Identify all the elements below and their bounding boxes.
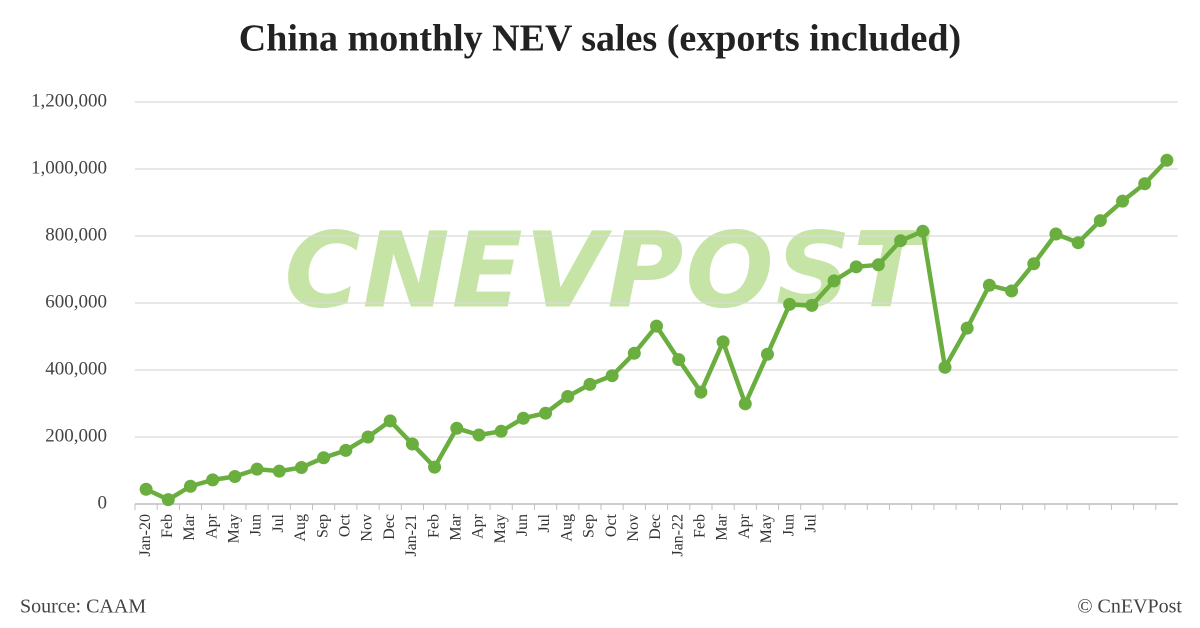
- data-point: [428, 460, 442, 474]
- x-tick-label: Oct: [603, 513, 620, 537]
- data-point: [960, 321, 974, 335]
- data-point: [1005, 284, 1019, 298]
- x-tick-label: Jun: [248, 514, 265, 536]
- x-tick-label: Mar: [181, 513, 198, 540]
- data-point: [139, 482, 153, 496]
- data-point: [627, 346, 641, 360]
- x-tick-label: Feb: [159, 514, 176, 538]
- data-point: [206, 473, 220, 487]
- x-tick-label: May: [492, 514, 509, 543]
- x-tick-label: Jul: [270, 513, 287, 532]
- data-point: [1093, 214, 1107, 228]
- x-tick-label: Dec: [381, 514, 398, 540]
- x-tick-label: Jul: [803, 513, 820, 532]
- data-point: [1027, 257, 1041, 271]
- data-point: [250, 462, 264, 476]
- data-point: [583, 377, 597, 391]
- data-point: [1138, 177, 1152, 191]
- x-tick-label: Jan-22: [669, 514, 686, 557]
- data-point: [361, 430, 375, 444]
- data-point: [916, 224, 930, 238]
- x-tick-label: Jan-20: [137, 514, 154, 557]
- credit: © CnEVPost: [1077, 596, 1182, 618]
- data-point: [605, 369, 619, 383]
- data-point: [672, 353, 686, 367]
- data-point: [827, 274, 841, 288]
- grid: 0 200,000 400,000 600,000 800,000 1,000,000 1,…: [31, 90, 1178, 557]
- x-tick-label: Nov: [625, 514, 642, 542]
- x-tick-label: May: [226, 514, 243, 543]
- chart-title: China monthly NEV sales (exports include…: [239, 18, 961, 60]
- x-tick-label: Jan-21: [403, 514, 420, 557]
- x-tick-label: Sep: [314, 514, 331, 538]
- data-point: [272, 464, 286, 478]
- data-point: [1116, 194, 1130, 208]
- y-tick-label: 800,000: [45, 224, 107, 245]
- data-point: [561, 389, 575, 403]
- x-tick-label: Mar: [714, 513, 731, 540]
- x-tick-label: Feb: [692, 514, 709, 538]
- data-point: [494, 424, 508, 438]
- data-point: [1049, 227, 1063, 241]
- source: Source: CAAM: [20, 596, 146, 618]
- x-tick-label: Apr: [203, 513, 220, 539]
- data-point: [871, 258, 885, 272]
- data-point: [405, 437, 419, 451]
- data-point: [760, 347, 774, 361]
- x-tick-label: Aug: [292, 514, 309, 542]
- x-tick-label: Oct: [336, 513, 353, 537]
- x-tick-label: May: [758, 514, 775, 543]
- y-tick-label: 400,000: [45, 358, 107, 379]
- y-tick-label: 200,000: [45, 425, 107, 446]
- x-tick-label: Nov: [359, 514, 376, 542]
- data-point: [317, 451, 331, 465]
- plot: [139, 153, 1174, 507]
- data-point: [849, 260, 863, 274]
- data-point: [539, 406, 553, 420]
- x-tick-label: Jul: [536, 513, 553, 532]
- data-point: [450, 421, 464, 435]
- data-point: [294, 460, 308, 474]
- data-point: [1071, 236, 1085, 250]
- y-tick-label: 1,000,000: [31, 157, 107, 178]
- data-point: [738, 397, 752, 411]
- data-point: [339, 443, 353, 457]
- data-point: [982, 278, 996, 292]
- data-point: [783, 297, 797, 311]
- x-tick-label: Apr: [736, 513, 753, 539]
- x-tick-label: Mar: [447, 513, 464, 540]
- watermark: CNEVPOST: [284, 209, 930, 331]
- x-tick-label: Jun: [514, 514, 531, 536]
- data-point: [472, 428, 486, 442]
- data-point: [716, 335, 730, 349]
- y-tick-label: 600,000: [45, 291, 107, 312]
- data-point: [694, 385, 708, 399]
- data-point: [650, 319, 663, 333]
- data-point: [383, 414, 397, 428]
- data-point: [516, 411, 530, 425]
- data-point: [183, 479, 197, 493]
- x-tick-label: Jun: [780, 514, 797, 536]
- x-tick-label: Aug: [558, 514, 575, 542]
- data-point: [894, 234, 908, 248]
- data-point: [161, 493, 175, 507]
- data-point: [1160, 153, 1174, 167]
- data-point: [228, 470, 242, 484]
- data-point: [805, 298, 819, 312]
- x-tick-label: Dec: [647, 514, 664, 540]
- x-tick-label: Apr: [470, 513, 487, 539]
- data-point: [938, 360, 952, 374]
- y-tick-label: 1,200,000: [31, 90, 107, 111]
- y-tick-label: 0: [98, 492, 108, 513]
- x-tick-label: Feb: [425, 514, 442, 538]
- x-tick-label: Sep: [581, 514, 598, 538]
